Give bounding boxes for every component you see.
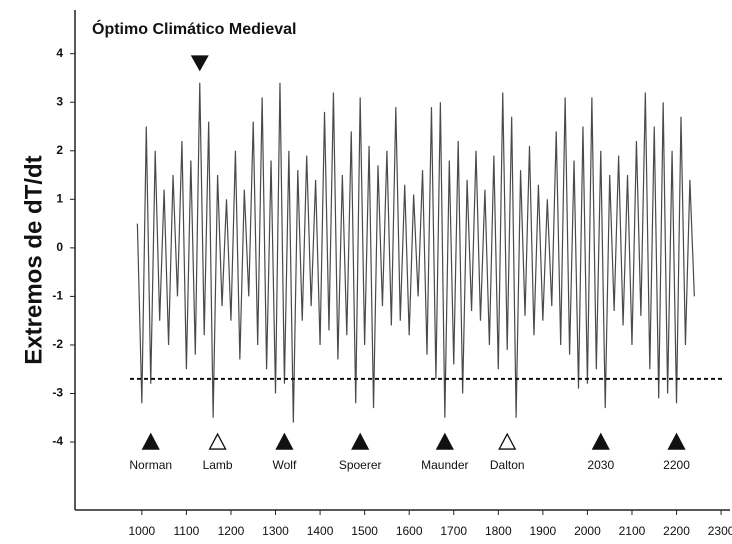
event-marker [498, 432, 517, 450]
event-label: Dalton [490, 458, 525, 472]
event-marker [141, 432, 160, 450]
x-tick-label: 1400 [307, 524, 334, 538]
y-tick-label: -1 [52, 289, 63, 303]
event-label: Spoerer [339, 458, 382, 472]
x-tick-label: 1800 [485, 524, 512, 538]
event-label: 2200 [663, 458, 690, 472]
x-tick-label: 1000 [128, 524, 155, 538]
annotation-text: Óptimo Climático Medieval [92, 19, 296, 38]
x-tick-label: 2200 [663, 524, 690, 538]
data-line [136, 82, 695, 423]
y-tick-label: 3 [56, 94, 63, 108]
y-tick-label: 4 [56, 46, 63, 60]
event-marker [208, 432, 227, 450]
x-tick-label: 2100 [619, 524, 646, 538]
y-tick-label: 0 [56, 240, 63, 254]
event-marker [435, 432, 454, 450]
event-marker [591, 432, 610, 450]
event-marker [667, 432, 686, 450]
x-tick-label: 2300 [708, 524, 732, 538]
x-tick-label: 1700 [440, 524, 467, 538]
event-label: Wolf [273, 458, 297, 472]
event-marker [351, 432, 370, 450]
x-tick-label: 1900 [530, 524, 557, 538]
y-tick-label: 1 [56, 191, 63, 205]
x-tick-label: 1300 [262, 524, 289, 538]
y-axis-label: Extremos de dT/dt [20, 155, 47, 364]
event-label: Lamb [203, 458, 233, 472]
event-label: Maunder [421, 458, 468, 472]
x-tick-label: 1600 [396, 524, 423, 538]
y-tick-label: 2 [56, 143, 63, 157]
event-label: 2030 [587, 458, 614, 472]
x-tick-label: 1100 [173, 524, 199, 538]
y-tick-label: -3 [52, 386, 63, 400]
event-marker [275, 432, 294, 450]
annotation-arrow [190, 55, 209, 72]
y-tick-label: -4 [52, 434, 63, 448]
x-tick-label: 1200 [218, 524, 245, 538]
x-tick-label: 2000 [574, 524, 601, 538]
x-tick-label: 1500 [351, 524, 378, 538]
event-label: Norman [129, 458, 172, 472]
y-tick-label: -2 [52, 337, 63, 351]
